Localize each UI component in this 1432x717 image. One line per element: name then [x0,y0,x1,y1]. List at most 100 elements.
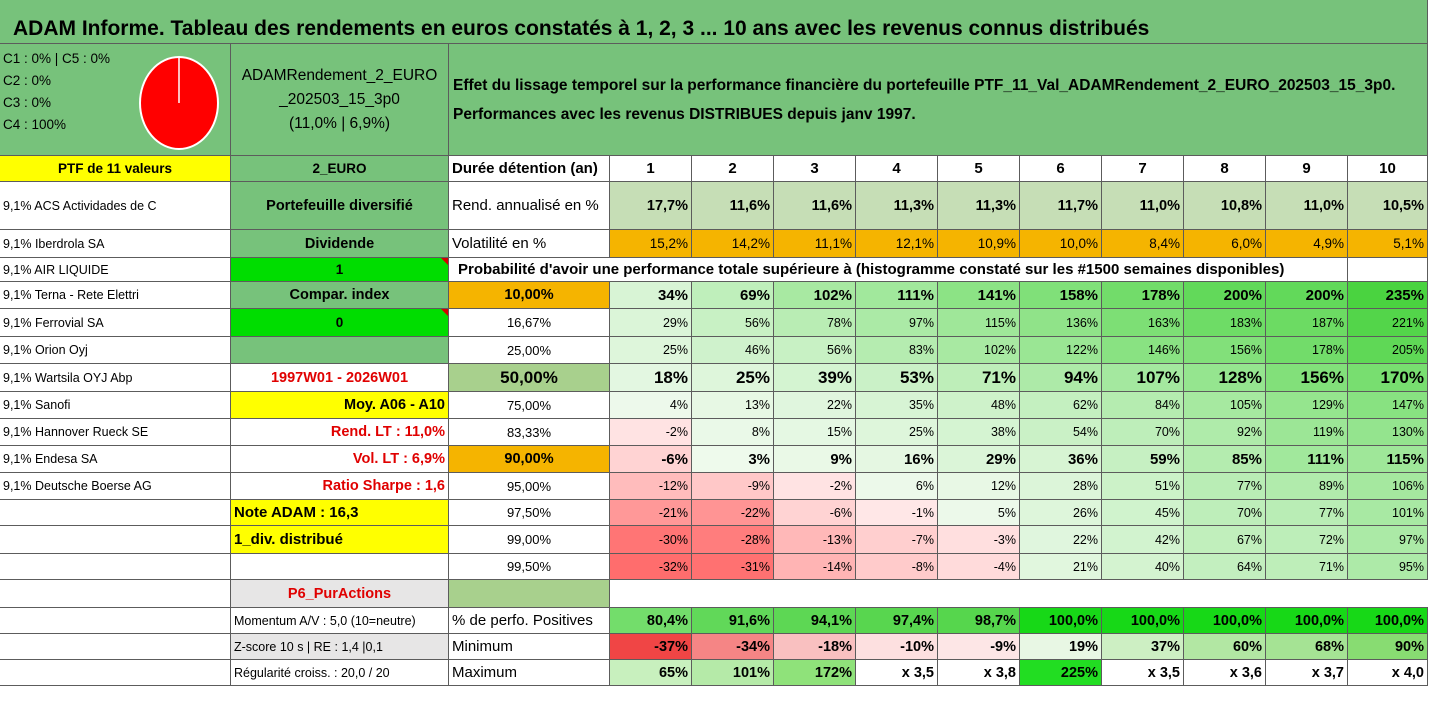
vol-lt-label: Vol. LT : 6,9% [231,446,449,473]
prob-value: 5% [938,500,1020,526]
allocation-c1-c5: C1 : 0% | C5 : 0% [3,51,111,66]
prob-value: 128% [1184,364,1266,392]
empty-cell [1348,258,1428,282]
prob-value: 15% [774,419,856,446]
prob-value: 178% [1102,282,1184,309]
compar-label: Compar. index [231,282,449,309]
holding-row: 9,1% AIR LIQUIDE [0,258,231,282]
prob-value: 54% [1020,419,1102,446]
dividende-value[interactable]: 1 [231,258,449,282]
prob-value: 70% [1102,419,1184,446]
min-value: -9% [938,634,1020,660]
rend-value: 10,8% [1184,182,1266,230]
allocation-c4: C4 : 100% [3,117,67,132]
prob-percentile: 95,00% [449,473,610,500]
prob-value: 56% [692,309,774,337]
prob-value: 62% [1020,392,1102,419]
min-value: -34% [692,634,774,660]
prob-value: 9% [774,446,856,473]
prob-value: 130% [1348,419,1428,446]
holding-row: 9,1% Ferrovial SA [0,309,231,337]
prob-value: 170% [1348,364,1428,392]
prob-value: 13% [692,392,774,419]
code-label: 2_EURO [231,156,449,182]
prob-value: -6% [774,500,856,526]
pos-value: 94,1% [774,608,856,634]
rend-value: 10,5% [1348,182,1428,230]
comment-marker [441,309,448,316]
prob-value: 71% [938,364,1020,392]
max-value: 65% [610,660,692,686]
year-header: 7 [1102,156,1184,182]
fund-name-line2: _202503_15_3p0 [279,90,400,108]
prob-value: 48% [938,392,1020,419]
year-header: 2 [692,156,774,182]
prob-value: 69% [692,282,774,309]
prob-value: 45% [1102,500,1184,526]
prob-value: 119% [1266,419,1348,446]
prob-value: 156% [1184,337,1266,364]
prob-value: -2% [610,419,692,446]
prob-value: 205% [1348,337,1428,364]
prob-value: 183% [1184,309,1266,337]
prob-value: 39% [774,364,856,392]
empty-row [610,580,1428,608]
prob-value: 146% [1102,337,1184,364]
pos-value: 100,0% [1266,608,1348,634]
year-header: 10 [1348,156,1428,182]
prob-percentile: 50,00% [449,364,610,392]
vol-value: 11,1% [774,230,856,258]
prob-value: 53% [856,364,938,392]
empty-green-cell [449,580,610,608]
prob-value: -2% [774,473,856,500]
max-value: 225% [1020,660,1102,686]
prob-value: 102% [774,282,856,309]
holding-row: 9,1% Hannover Rueck SE [0,419,231,446]
holding-row: 9,1% Deutsche Boerse AG [0,473,231,500]
allocation-c2: C2 : 0% [3,73,52,88]
regularite-label: Régularité croiss. : 20,0 / 20 [231,660,449,686]
prob-value: 158% [1020,282,1102,309]
max-value: 172% [774,660,856,686]
prob-value: 200% [1184,282,1266,309]
max-value: x 4,0 [1348,660,1428,686]
vol-value: 10,9% [938,230,1020,258]
prob-value: 12% [938,473,1020,500]
prob-value: 156% [1266,364,1348,392]
prob-value: 46% [692,337,774,364]
prob-value: -31% [692,554,774,580]
year-header: 1 [610,156,692,182]
max-value: x 3,5 [1102,660,1184,686]
holding-row: 9,1% Sanofi [0,392,231,419]
prob-value: 28% [1020,473,1102,500]
compar-value[interactable]: 0 [231,309,449,337]
prob-value: 83% [856,337,938,364]
prob-value: 16% [856,446,938,473]
prob-value: -32% [610,554,692,580]
prob-value: 200% [1266,282,1348,309]
prob-value: 77% [1266,500,1348,526]
holding-row: 9,1% Terna - Rete Elettri [0,282,231,309]
rend-value: 11,3% [856,182,938,230]
prob-value: 21% [1020,554,1102,580]
pos-value: 100,0% [1020,608,1102,634]
prob-value: 6% [856,473,938,500]
rend-value: 11,0% [1102,182,1184,230]
prob-value: 72% [1266,526,1348,554]
prob-value: -22% [692,500,774,526]
prob-header: Probabilité d'avoir une performance tota… [449,258,1348,282]
pos-value: 80,4% [610,608,692,634]
fund-name-line1: ADAMRendement_2_EURO [241,66,438,84]
prob-value: 18% [610,364,692,392]
prob-value: 95% [1348,554,1428,580]
vol-value: 5,1% [1348,230,1428,258]
min-value: 90% [1348,634,1428,660]
empty-cell [0,660,231,686]
year-header: 5 [938,156,1020,182]
prob-value: 25% [610,337,692,364]
holding-row: 9,1% ACS Actividades de C [0,182,231,230]
empty-cell [0,634,231,660]
min-value: -10% [856,634,938,660]
prob-value: 56% [774,337,856,364]
prob-value: 22% [774,392,856,419]
